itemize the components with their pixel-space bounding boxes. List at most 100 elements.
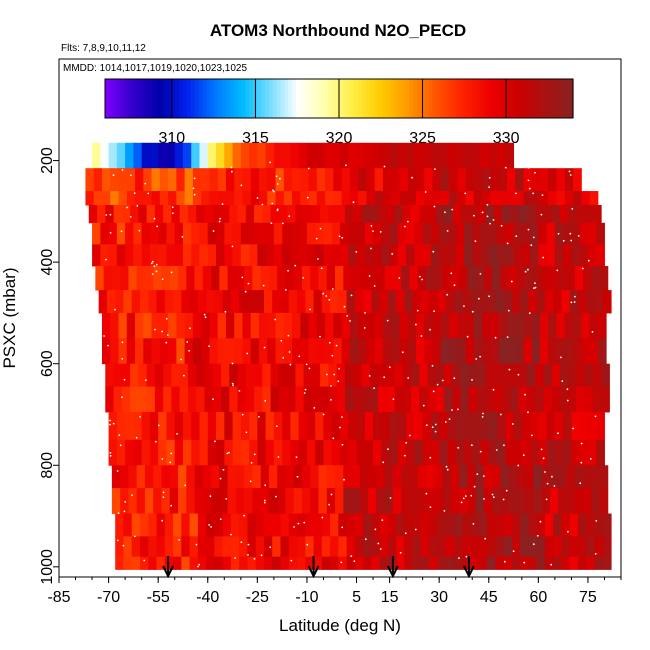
heatmap-cell [252, 265, 262, 291]
heatmap-cell [158, 244, 167, 267]
heatmap-cell [601, 363, 610, 388]
heatmap-cell [229, 386, 239, 413]
heatmap-cell [526, 386, 536, 413]
heatmap-cell [429, 290, 439, 314]
heatmap-cell [387, 536, 397, 558]
heatmap-cell [275, 312, 285, 339]
heatmap-cell [135, 191, 144, 206]
heatmap-cell [308, 168, 318, 192]
heatmap-cell [111, 488, 121, 515]
heatmap-cell [115, 513, 124, 537]
heatmap-cell [173, 536, 182, 558]
heatmap-cell [168, 312, 177, 339]
track-dot [527, 228, 530, 231]
colorbar-swatch [491, 79, 496, 118]
heatmap-cell [531, 191, 541, 206]
heatmap-cell [397, 142, 407, 169]
track-dot [527, 179, 530, 182]
heatmap-cell [498, 338, 508, 365]
track-dot [210, 526, 213, 528]
heatmap-cell [482, 312, 491, 339]
track-dot [506, 336, 509, 338]
heatmap-cell [115, 290, 124, 314]
heatmap-cell [267, 191, 277, 206]
track-dot [234, 557, 237, 559]
heatmap-cell [406, 222, 415, 245]
track-dot [209, 495, 212, 498]
heatmap-cell [404, 290, 414, 314]
heatmap-cell [116, 439, 126, 466]
heatmap-cell [535, 386, 544, 413]
track-dot [569, 232, 572, 235]
heatmap-cell [249, 439, 258, 466]
track-dot [231, 362, 234, 365]
heatmap-cell [224, 244, 234, 267]
track-dot [219, 217, 222, 220]
track-dot [330, 385, 332, 387]
heatmap-cell [447, 222, 457, 245]
heatmap-cell [265, 244, 275, 267]
track-dot [457, 446, 460, 449]
heatmap-cell [374, 168, 384, 192]
track-dot [515, 235, 518, 238]
heatmap-cell [239, 536, 248, 558]
heatmap-cell [169, 265, 179, 291]
heatmap-cell [429, 536, 439, 558]
track-dot [103, 335, 105, 337]
heatmap-cell [341, 338, 351, 365]
track-dot [352, 201, 355, 204]
heatmap-cell [488, 142, 498, 169]
heatmap-cell [280, 513, 290, 537]
heatmap-cell [358, 168, 367, 192]
heatmap-cell [579, 222, 589, 245]
heatmap-cell [257, 244, 267, 267]
track-dot [383, 376, 386, 379]
heatmap-cell [143, 312, 153, 339]
heatmap-cell [409, 265, 419, 291]
track-dot [453, 377, 456, 380]
track-dot [169, 461, 172, 464]
heatmap-cell [596, 244, 605, 267]
heatmap-cell [222, 290, 232, 314]
heatmap-cell [349, 338, 359, 365]
track-dot [184, 484, 187, 487]
heatmap-cell [368, 488, 377, 515]
track-dot [479, 355, 481, 358]
heatmap-cell [287, 386, 296, 413]
heatmap-cell [135, 338, 144, 365]
track-dot [247, 282, 250, 285]
track-dot [542, 457, 545, 460]
heatmap-cell [556, 338, 566, 365]
heatmap-cell [455, 244, 465, 267]
heatmap-cell [508, 488, 518, 515]
heatmap-cell [487, 290, 496, 314]
x-tick-label: -40 [196, 589, 219, 606]
heatmap-cell [373, 222, 382, 245]
heatmap-cell [259, 191, 268, 206]
heatmap-cell [573, 338, 582, 365]
heatmap-cell [277, 465, 286, 489]
track-dot [484, 537, 487, 540]
heatmap-cell [578, 536, 587, 558]
heatmap-cell [566, 465, 576, 489]
heatmap-cell [93, 168, 103, 192]
heatmap-cell [242, 191, 252, 206]
track-dot [147, 192, 150, 195]
heatmap-cell [179, 205, 189, 224]
track-dot [353, 560, 356, 562]
heatmap-cell [586, 290, 596, 314]
track-dot [373, 285, 376, 287]
heatmap-cell [136, 488, 146, 515]
heatmap-cell [199, 222, 209, 245]
heatmap-cell [191, 222, 200, 245]
heatmap-cell [209, 338, 219, 365]
heatmap-cell [273, 142, 283, 169]
heatmap-cell [389, 222, 399, 245]
colorbar-swatch [245, 79, 250, 118]
heatmap-cell [161, 465, 171, 489]
track-dot [298, 355, 301, 358]
heatmap-cell [587, 244, 597, 267]
heatmap-cell [121, 386, 131, 413]
heatmap-cell [318, 265, 328, 291]
heatmap-cell [420, 556, 430, 570]
